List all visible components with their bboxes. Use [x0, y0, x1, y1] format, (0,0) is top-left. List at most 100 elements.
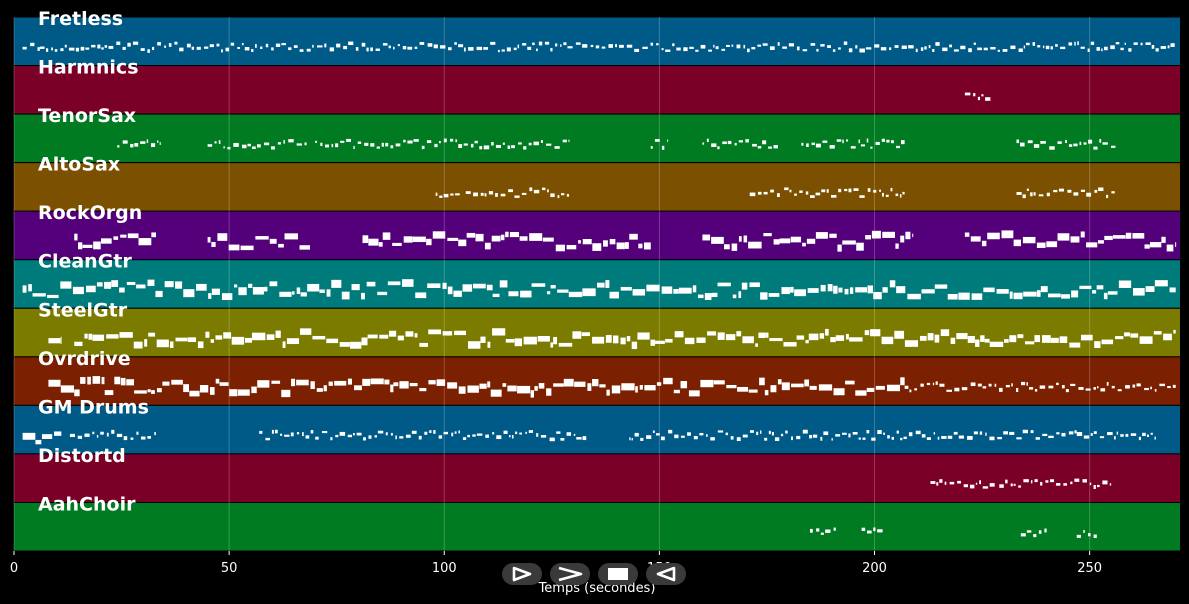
note: [832, 49, 836, 52]
note: [672, 43, 675, 47]
note: [652, 430, 655, 433]
note: [764, 437, 768, 441]
note: [717, 332, 725, 340]
note: [1057, 233, 1070, 241]
note: [749, 430, 754, 433]
note: [316, 45, 323, 48]
note: [281, 43, 286, 46]
note: [736, 44, 741, 49]
note: [310, 430, 314, 434]
note: [428, 380, 436, 385]
note: [958, 435, 964, 439]
note: [731, 44, 734, 47]
note: [1098, 187, 1104, 192]
note: [329, 47, 335, 52]
play-button[interactable]: [502, 563, 542, 585]
note: [265, 43, 269, 48]
note: [351, 284, 360, 291]
note: [810, 43, 816, 46]
note: [1161, 236, 1166, 243]
track-notes-rockorgn: [74, 230, 1177, 252]
rewind-button[interactable]: [646, 563, 686, 585]
note: [414, 46, 418, 49]
note: [967, 435, 973, 440]
note: [769, 338, 783, 342]
note: [64, 44, 67, 48]
note: [963, 484, 969, 488]
note: [454, 42, 457, 45]
note: [816, 48, 819, 52]
note: [1154, 389, 1157, 392]
note: [252, 287, 264, 295]
note: [69, 433, 76, 438]
note: [1154, 280, 1168, 287]
note: [665, 49, 671, 52]
note: [505, 338, 515, 343]
note: [343, 45, 348, 50]
note: [845, 333, 849, 340]
note: [1080, 46, 1085, 49]
note: [60, 385, 75, 393]
note: [796, 435, 801, 440]
stop-button[interactable]: [598, 563, 638, 585]
note: [879, 189, 881, 192]
note: [183, 384, 189, 393]
note: [867, 285, 873, 294]
note: [455, 193, 460, 196]
note: [315, 140, 317, 143]
note: [492, 328, 506, 336]
stop-icon: [608, 568, 628, 580]
note: [288, 47, 292, 51]
note: [32, 293, 46, 297]
note: [1132, 288, 1145, 296]
note: [101, 376, 105, 385]
note: [582, 288, 596, 297]
note: [684, 337, 695, 345]
note: [637, 332, 650, 340]
note: [41, 434, 53, 439]
note: [231, 336, 245, 345]
note: [926, 382, 931, 386]
note: [140, 141, 146, 144]
note: [382, 43, 388, 46]
note: [244, 337, 252, 343]
note: [1023, 45, 1026, 49]
note: [519, 236, 528, 241]
note: [748, 241, 762, 249]
note: [1082, 479, 1087, 483]
note: [867, 530, 872, 534]
note: [696, 337, 706, 343]
note: [1030, 192, 1033, 197]
note: [378, 242, 383, 247]
note: [550, 342, 554, 348]
note: [920, 47, 924, 51]
note: [92, 431, 95, 435]
note: [697, 294, 704, 299]
note: [82, 244, 93, 248]
track-lane-distortd: [14, 454, 1180, 502]
note: [640, 437, 644, 441]
note: [904, 385, 909, 389]
note: [871, 437, 876, 441]
note: [1038, 194, 1044, 197]
note: [1166, 244, 1174, 252]
note: [592, 243, 602, 251]
note: [1002, 48, 1008, 52]
note: [852, 431, 858, 435]
note: [914, 388, 917, 391]
note: [665, 338, 673, 343]
note: [162, 381, 170, 386]
note: [114, 376, 121, 385]
note: [156, 388, 162, 393]
note: [715, 46, 719, 50]
note: [68, 47, 75, 51]
note: [407, 140, 413, 144]
note: [809, 385, 817, 390]
note: [528, 430, 533, 433]
note: [207, 237, 211, 243]
note: [860, 144, 865, 147]
note: [771, 431, 774, 436]
note: [964, 92, 971, 96]
forward-button[interactable]: [550, 563, 590, 585]
note: [768, 146, 773, 149]
